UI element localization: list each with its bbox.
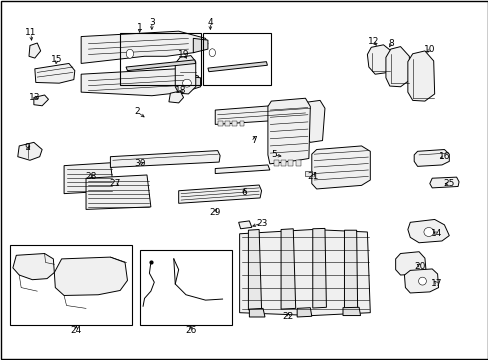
- Polygon shape: [344, 230, 357, 309]
- Text: 27: 27: [109, 179, 121, 188]
- Polygon shape: [429, 177, 458, 188]
- Text: 20: 20: [413, 262, 425, 271]
- Text: 12: 12: [367, 37, 379, 46]
- Polygon shape: [126, 60, 195, 71]
- Polygon shape: [168, 91, 183, 103]
- Polygon shape: [305, 171, 311, 176]
- Polygon shape: [81, 31, 207, 63]
- Polygon shape: [395, 252, 425, 275]
- Polygon shape: [207, 62, 267, 72]
- Text: 29: 29: [209, 208, 221, 217]
- Polygon shape: [288, 160, 293, 166]
- Ellipse shape: [182, 79, 191, 87]
- Text: 11: 11: [25, 28, 37, 37]
- Polygon shape: [281, 160, 285, 166]
- Text: 24: 24: [70, 326, 81, 335]
- Polygon shape: [385, 46, 409, 87]
- Text: 10: 10: [423, 45, 435, 54]
- Polygon shape: [54, 257, 127, 296]
- Polygon shape: [215, 165, 269, 174]
- Bar: [10, 244, 132, 325]
- Polygon shape: [178, 185, 261, 203]
- Polygon shape: [81, 69, 200, 96]
- Polygon shape: [175, 55, 195, 94]
- Polygon shape: [110, 150, 220, 167]
- Text: 30: 30: [134, 159, 145, 168]
- Text: 17: 17: [430, 279, 442, 288]
- Polygon shape: [13, 253, 54, 280]
- Polygon shape: [217, 121, 222, 126]
- Text: 7: 7: [251, 136, 257, 145]
- Polygon shape: [35, 63, 75, 83]
- Text: 9: 9: [24, 143, 30, 152]
- Polygon shape: [224, 121, 229, 126]
- Polygon shape: [267, 98, 310, 164]
- Polygon shape: [311, 146, 369, 189]
- Polygon shape: [34, 95, 48, 106]
- Text: 3: 3: [149, 18, 154, 27]
- Polygon shape: [193, 39, 207, 53]
- Polygon shape: [248, 229, 261, 310]
- Text: 22: 22: [282, 312, 293, 321]
- Polygon shape: [342, 307, 360, 316]
- Polygon shape: [249, 309, 264, 317]
- Polygon shape: [407, 220, 448, 243]
- Ellipse shape: [209, 49, 215, 57]
- Text: 16: 16: [438, 152, 449, 161]
- Polygon shape: [404, 269, 438, 293]
- Polygon shape: [18, 142, 42, 160]
- Polygon shape: [295, 160, 300, 166]
- Text: 8: 8: [387, 39, 393, 48]
- Text: 1: 1: [137, 23, 142, 32]
- Polygon shape: [239, 121, 244, 126]
- Polygon shape: [86, 175, 151, 210]
- Polygon shape: [305, 100, 325, 142]
- Text: 14: 14: [430, 229, 442, 238]
- Text: 28: 28: [85, 172, 97, 181]
- Text: 6: 6: [241, 188, 247, 197]
- Polygon shape: [64, 163, 114, 194]
- Text: 2: 2: [134, 107, 140, 116]
- Text: 4: 4: [207, 18, 213, 27]
- Polygon shape: [281, 229, 295, 309]
- Polygon shape: [215, 103, 317, 125]
- Polygon shape: [273, 160, 278, 166]
- Text: 18: 18: [175, 86, 186, 95]
- Ellipse shape: [418, 277, 426, 285]
- Text: 26: 26: [185, 326, 196, 335]
- Text: 15: 15: [51, 55, 62, 64]
- Polygon shape: [239, 229, 369, 316]
- Polygon shape: [238, 221, 251, 229]
- Bar: [203, 33, 271, 85]
- Text: 13: 13: [29, 93, 41, 102]
- Bar: [120, 33, 200, 85]
- Polygon shape: [232, 121, 237, 126]
- Polygon shape: [29, 43, 41, 58]
- Polygon shape: [366, 45, 395, 74]
- Text: 23: 23: [255, 219, 267, 228]
- Text: 19: 19: [178, 50, 189, 59]
- Text: 21: 21: [306, 172, 318, 181]
- Polygon shape: [297, 308, 311, 317]
- Ellipse shape: [423, 228, 433, 237]
- Polygon shape: [413, 149, 448, 166]
- Polygon shape: [312, 228, 326, 308]
- Polygon shape: [183, 76, 200, 92]
- Polygon shape: [407, 51, 434, 101]
- Text: 25: 25: [443, 179, 454, 188]
- Text: 5: 5: [270, 150, 276, 159]
- Ellipse shape: [126, 49, 133, 58]
- Bar: [140, 250, 232, 325]
